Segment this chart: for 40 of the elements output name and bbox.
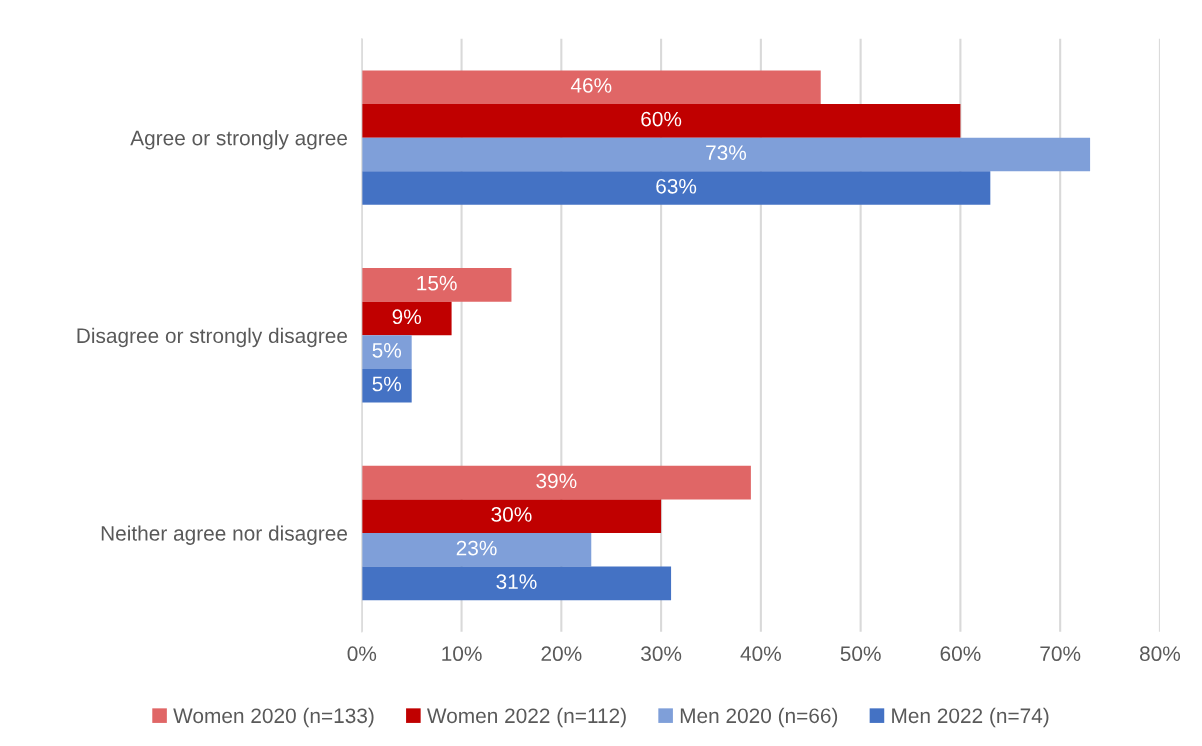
legend-label: Women 2020 (n=133): [173, 707, 374, 728]
x-tick-label: 50%: [840, 646, 881, 662]
x-tick-label: 30%: [641, 646, 682, 662]
data-label: 46%: [570, 78, 612, 93]
data-label: 63%: [656, 178, 697, 194]
x-tick-label: 70%: [1040, 646, 1081, 662]
bar: [361, 268, 512, 302]
bar: [361, 465, 751, 500]
bar: [361, 104, 961, 138]
legend-label: Women 2022 (n=112): [427, 707, 626, 728]
data-label: 5%: [372, 376, 402, 392]
legend-label: Men 2022 (n=74): [892, 707, 1049, 728]
bar: [361, 368, 412, 403]
x-tick-label: 0%: [347, 646, 377, 662]
legend-label: Men 2020 (n=66): [680, 707, 838, 728]
bar: [361, 533, 592, 567]
data-label: 9%: [392, 309, 422, 325]
data-label: 5%: [372, 343, 402, 358]
x-tick-label: 10%: [442, 646, 482, 662]
data-label: 73%: [706, 145, 747, 161]
bar: [361, 171, 991, 205]
bar: [361, 499, 662, 534]
data-label: 39%: [536, 473, 577, 489]
y-tick-label: Neither agree nor disagree: [101, 525, 348, 545]
data-label: 23%: [456, 540, 497, 556]
data-label: 15%: [417, 275, 457, 291]
data-label: 30%: [491, 507, 532, 522]
bar: [361, 301, 452, 336]
x-tick-label: 80%: [1139, 646, 1181, 662]
bar: [361, 335, 412, 369]
y-tick-label: Agree or strongly agree: [130, 130, 347, 150]
data-label: 60%: [641, 111, 682, 127]
x-tick-label: 40%: [740, 646, 781, 662]
bar: [361, 566, 672, 601]
y-tick-label: Disagree or strongly disagree: [77, 327, 348, 348]
data-label: 31%: [496, 574, 537, 590]
x-tick-label: 60%: [940, 646, 981, 662]
x-tick-label: 20%: [541, 646, 582, 662]
bar: [361, 137, 1091, 172]
bar: [361, 70, 821, 105]
